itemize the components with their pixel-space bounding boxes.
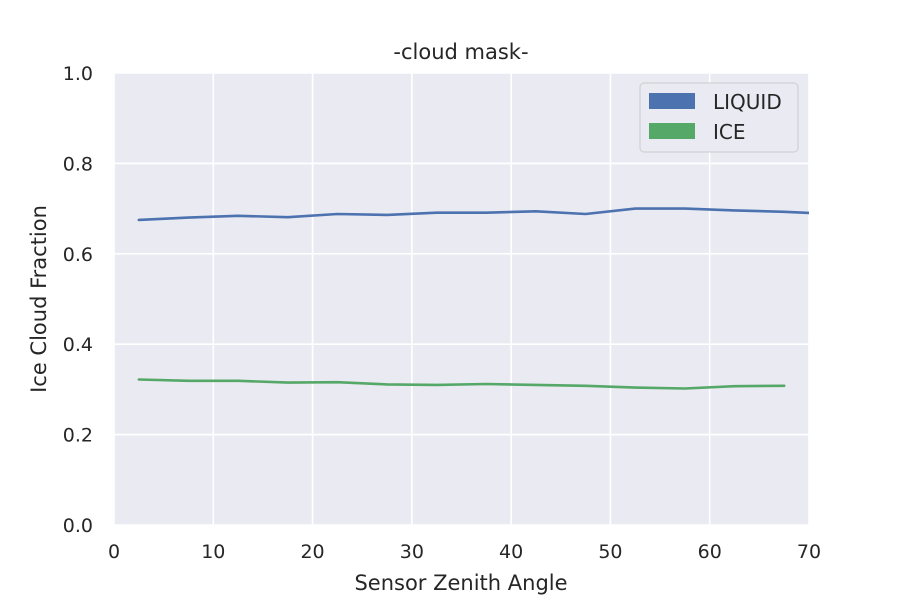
series-line-ice <box>137 378 786 390</box>
x-tick-label: 60 <box>698 541 722 563</box>
y-tick-label: 0.6 <box>63 244 93 266</box>
y-axis-ticks: 0.0 0.2 0.4 0.6 0.8 1.0 <box>63 63 93 537</box>
legend-label-ice: ICE <box>713 120 746 144</box>
x-tick-label: 50 <box>598 541 622 563</box>
y-tick-label: 0.8 <box>63 153 93 175</box>
x-tick-label: 70 <box>797 541 821 563</box>
y-tick-label: 1.0 <box>63 63 93 85</box>
legend-label-liquid: LIQUID <box>713 90 782 114</box>
y-tick-label: 0.2 <box>63 425 93 447</box>
y-axis-label: Ice Cloud Fraction <box>27 205 51 393</box>
x-axis-ticks: 0 10 20 30 40 50 60 70 <box>108 541 821 563</box>
y-tick-label: 0.0 <box>63 515 93 537</box>
series-lines <box>137 207 809 390</box>
x-tick-label: 40 <box>499 541 523 563</box>
x-tick-label: 30 <box>400 541 424 563</box>
legend: LIQUID ICE <box>639 82 799 153</box>
legend-swatch-ice <box>649 123 695 139</box>
x-tick-label: 0 <box>108 541 120 563</box>
y-tick-label: 0.4 <box>63 334 93 356</box>
x-axis-label: Sensor Zenith Angle <box>354 571 567 595</box>
x-tick-label: 10 <box>201 541 225 563</box>
grid <box>113 72 810 526</box>
series-line-liquid <box>137 207 809 222</box>
x-tick-label: 20 <box>300 541 324 563</box>
chart-title: -cloud mask- <box>393 40 528 64</box>
legend-swatch-liquid <box>649 93 695 109</box>
